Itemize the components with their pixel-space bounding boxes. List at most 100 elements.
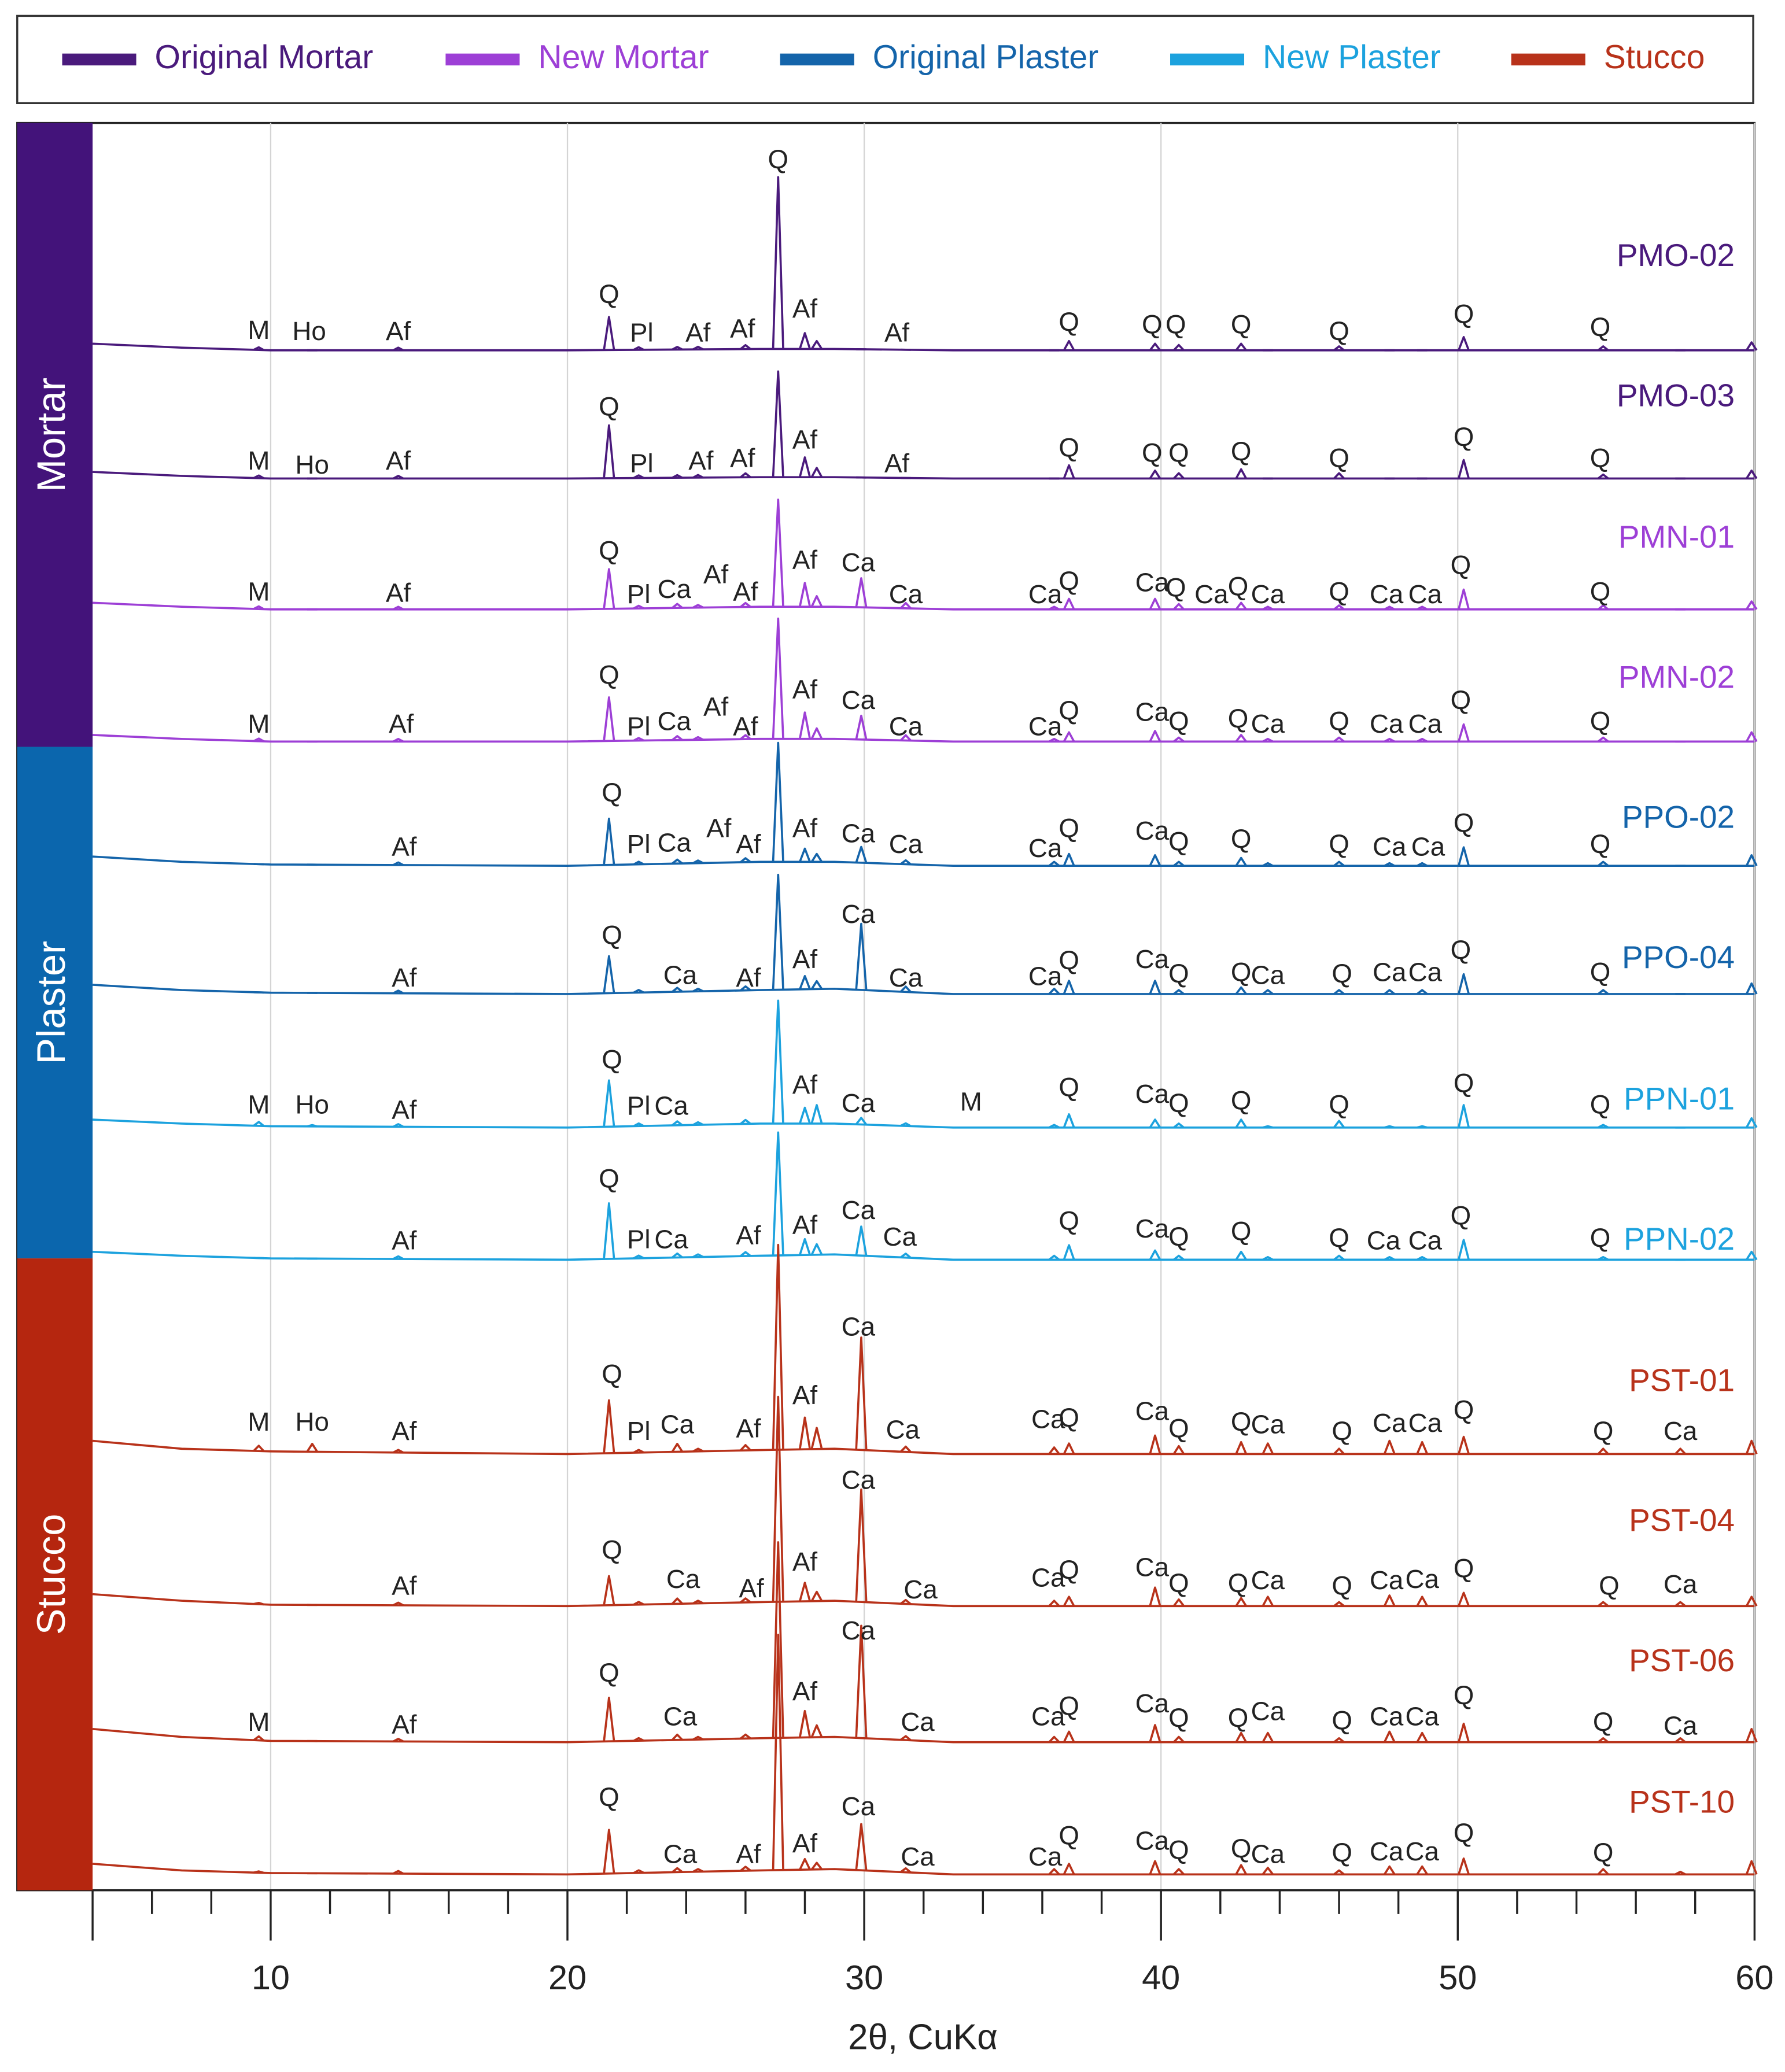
- peak: [772, 1395, 784, 1602]
- phase-label: Af: [730, 314, 755, 344]
- phase-label: Q: [1590, 444, 1611, 473]
- peak: [603, 568, 615, 610]
- peak: [603, 1399, 615, 1454]
- phase-label: Af: [392, 963, 416, 992]
- phase-label: M: [248, 1089, 270, 1119]
- phase-label: Ca: [1408, 579, 1443, 609]
- peak: [1333, 736, 1345, 743]
- phase-label: Q: [1454, 1395, 1474, 1424]
- phase-label: Q: [1059, 1555, 1079, 1585]
- phase-label: Af: [792, 1380, 817, 1410]
- peak: [633, 988, 644, 994]
- peak: [253, 1601, 264, 1606]
- peak: [671, 1442, 684, 1453]
- peak: [855, 1117, 868, 1125]
- trace-baseline: [93, 342, 1755, 352]
- phase-label: Q: [1231, 1217, 1252, 1246]
- phase-label: Q: [1228, 704, 1249, 733]
- peak: [633, 1869, 644, 1874]
- peak: [633, 737, 644, 742]
- phase-label: Q: [1329, 444, 1349, 473]
- peak: [810, 1862, 823, 1870]
- phase-label: Af: [792, 814, 817, 843]
- peak: [772, 176, 784, 349]
- peak: [900, 859, 912, 866]
- phase-label: Q: [1142, 438, 1163, 467]
- phase-label: Q: [1329, 1089, 1349, 1119]
- sample-name: PMN-01: [1618, 519, 1735, 555]
- phase-label: Ca: [842, 899, 876, 929]
- peak: [1745, 1439, 1758, 1455]
- peak: [1333, 1601, 1345, 1607]
- phase-label: Ca: [1135, 944, 1170, 974]
- peak: [772, 370, 784, 478]
- phase-label: Q: [1590, 312, 1611, 342]
- phase-label: Af: [884, 449, 909, 478]
- sample-name: PPO-04: [1622, 939, 1735, 975]
- trace-baseline: [92, 1593, 1755, 1608]
- peak: [1333, 1869, 1345, 1875]
- phase-label: Ca: [658, 574, 692, 604]
- peak: [671, 1867, 683, 1873]
- phase-label: Q: [1228, 1703, 1249, 1733]
- phase-label: Af: [685, 317, 710, 347]
- peak: [1063, 1730, 1075, 1743]
- phase-label: Q: [1329, 829, 1349, 859]
- phase-label: M: [248, 1707, 270, 1737]
- peak: [810, 852, 823, 863]
- peak: [1149, 597, 1161, 610]
- peak: [1458, 336, 1470, 351]
- phase-label: Af: [733, 712, 758, 741]
- phase-label: Q: [1168, 1413, 1189, 1443]
- peak: [1063, 731, 1075, 743]
- phase-label: Af: [736, 1839, 761, 1868]
- phase-label: Ca: [658, 706, 692, 736]
- group-label: Plaster: [29, 941, 73, 1064]
- peak: [899, 734, 912, 741]
- phase-label: Q: [599, 536, 619, 566]
- peak: [739, 1118, 751, 1125]
- phase-label: Ca: [1370, 1702, 1404, 1731]
- peak: [799, 1857, 811, 1870]
- peak: [1333, 1254, 1345, 1261]
- peak: [633, 474, 644, 479]
- phase-label: Ca: [886, 1415, 920, 1445]
- trace-baseline: [92, 1439, 1755, 1456]
- peak: [740, 344, 751, 350]
- peak: [739, 1444, 751, 1451]
- phase-label: Af: [392, 1416, 416, 1446]
- peak: [1384, 1125, 1395, 1129]
- phase-label: Q: [1329, 577, 1349, 606]
- phase-label: Ca: [1251, 579, 1285, 609]
- phase-label: Ca: [661, 1409, 695, 1439]
- phase-label: Q: [1231, 310, 1252, 339]
- peak: [603, 817, 615, 866]
- peak: [1597, 1737, 1609, 1744]
- phase-label: Af: [736, 829, 761, 859]
- phase-label: Q: [1231, 958, 1252, 987]
- peak: [1262, 605, 1274, 611]
- phase-label: Ca: [663, 960, 698, 989]
- phase-label: Ca: [1370, 579, 1404, 609]
- phase-label: Ca: [1028, 1842, 1063, 1871]
- phase-label: Ca: [654, 1224, 688, 1254]
- peak: [798, 1582, 811, 1602]
- peak: [798, 1709, 812, 1738]
- peak: [1597, 1868, 1609, 1875]
- peak: [1262, 1731, 1274, 1743]
- peak: [1597, 473, 1609, 479]
- phase-label: Ca: [1664, 1416, 1698, 1446]
- peak: [1416, 1865, 1428, 1875]
- peak: [810, 1427, 823, 1450]
- peak: [392, 1123, 404, 1128]
- phase-label: Q: [1593, 1416, 1614, 1446]
- peak: [692, 345, 704, 350]
- peak: [1262, 1442, 1274, 1455]
- peak: [1384, 737, 1395, 743]
- phase-label: Ca: [1405, 1564, 1439, 1594]
- peak: [1149, 1724, 1161, 1743]
- peak: [900, 1867, 912, 1874]
- phase-label: Q: [599, 391, 619, 421]
- peak: [1675, 1601, 1686, 1607]
- peak: [1745, 731, 1758, 743]
